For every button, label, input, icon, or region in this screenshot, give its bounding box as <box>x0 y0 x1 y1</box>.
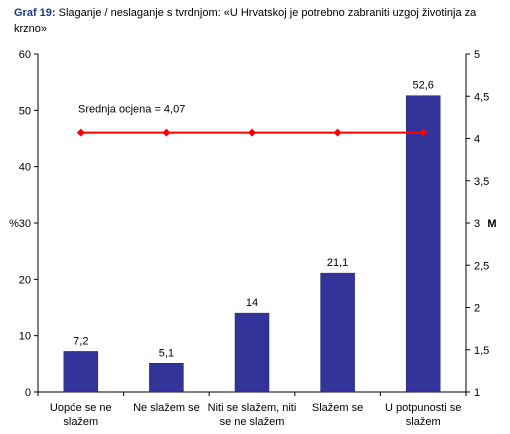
bar <box>149 363 184 393</box>
y2-tick-label: 3 <box>474 218 480 230</box>
bar-value-label: 21,1 <box>327 257 348 269</box>
y2-tick-label: 1 <box>474 387 480 399</box>
y-tick-label: 40 <box>19 162 31 174</box>
bar <box>63 351 99 393</box>
mean-marker <box>248 128 256 137</box>
bar-value-label: 14 <box>246 297 258 309</box>
mean-label: Srednja ocjena = 4,07 <box>78 104 185 116</box>
y2-tick-label: 5 <box>474 49 480 61</box>
mean-marker <box>162 128 171 137</box>
y2-axis-title: M <box>487 218 496 230</box>
y-axis-title: % <box>9 218 19 230</box>
category-label: slažem <box>63 416 98 428</box>
category-label: Uopće se ne <box>50 402 112 414</box>
y2-tick-label: 3,5 <box>474 176 489 188</box>
y-tick-label: 30 <box>19 218 31 230</box>
y2-tick-label: 1,5 <box>474 345 489 357</box>
category-label: U potpunosti se <box>385 402 461 414</box>
mean-marker <box>419 128 428 137</box>
y2-tick-label: 4,5 <box>474 91 489 103</box>
bar <box>405 95 441 393</box>
y2-tick-label: 2 <box>474 303 480 315</box>
category-label: Ne slažem se <box>133 402 200 414</box>
bar-value-label: 5,1 <box>159 347 174 359</box>
bar <box>234 312 270 393</box>
chart-title-prefix: Graf 19: <box>14 7 56 19</box>
mean-marker <box>76 128 85 137</box>
y2-tick-label: 4 <box>474 134 480 146</box>
bar-value-label: 7,2 <box>73 335 88 347</box>
mean-marker <box>333 128 342 137</box>
y-tick-label: 10 <box>19 331 31 343</box>
category-label: Niti se slažem, niti <box>208 402 297 414</box>
category-label: slažem <box>406 416 441 428</box>
category-label: Slažem se <box>312 402 363 414</box>
y-tick-label: 50 <box>19 105 31 117</box>
category-label: se ne slažem <box>220 416 285 428</box>
bar <box>320 272 355 393</box>
chart-title: Graf 19: Slaganje / neslaganje s tvrdnjo… <box>14 5 484 37</box>
y2-tick-label: 2,5 <box>474 260 489 272</box>
y-tick-label: 0 <box>25 387 31 399</box>
bar-value-label: 52,6 <box>412 80 433 92</box>
y-tick-label: 60 <box>19 49 31 61</box>
chart-title-text: Slaganje / neslaganje s tvrdnjom: «U Hrv… <box>14 7 477 35</box>
y-tick-label: 20 <box>19 274 31 286</box>
